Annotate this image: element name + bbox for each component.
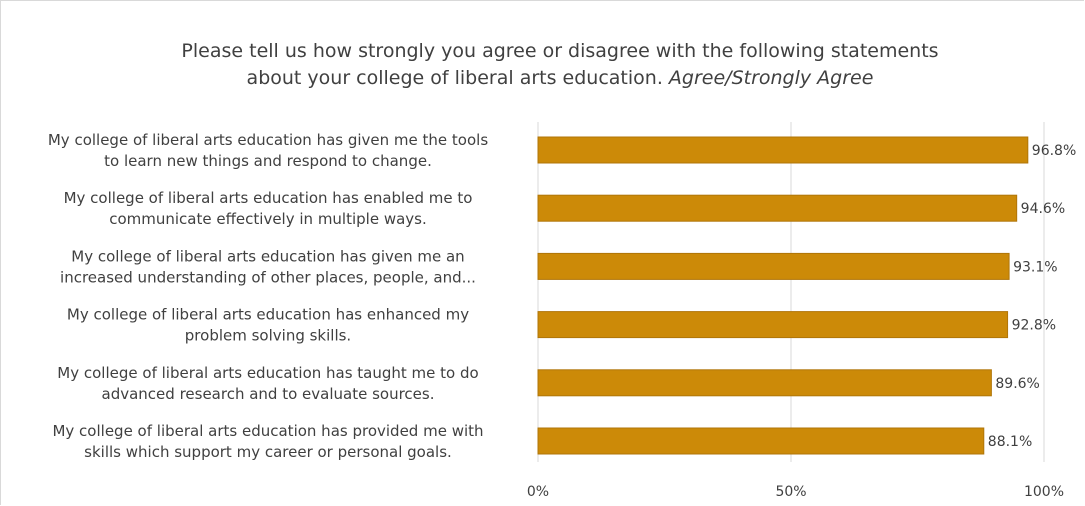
category-label-4-line-0: My college of liberal arts education has… bbox=[57, 364, 478, 382]
chart-title: Please tell us how strongly you agree or… bbox=[60, 38, 1060, 92]
category-label-2-line-0: My college of liberal arts education has… bbox=[71, 247, 464, 265]
bar-0 bbox=[537, 136, 1029, 164]
chart-title-line-1: Please tell us how strongly you agree or… bbox=[181, 40, 939, 62]
category-label-5-line-0: My college of liberal arts education has… bbox=[52, 422, 483, 440]
chart-title-italic: Agree/Strongly Agree bbox=[668, 67, 874, 89]
value-label-4: 89.6% bbox=[995, 376, 1039, 392]
bars bbox=[537, 136, 1029, 455]
value-labels: 96.8% 94.6% 93.1% 92.8% 89.6% 88.1% bbox=[988, 143, 1077, 450]
category-label-2-line-1: increased understanding of other places,… bbox=[60, 268, 476, 286]
category-label-4-line-1: advanced research and to evaluate source… bbox=[102, 385, 435, 403]
bar-4 bbox=[537, 369, 992, 397]
category-label-3-line-1: problem solving skills. bbox=[185, 327, 351, 345]
category-label-0-line-1: to learn new things and respond to chang… bbox=[104, 152, 432, 170]
bar-3 bbox=[537, 311, 1009, 339]
category-label-1-line-0: My college of liberal arts education has… bbox=[64, 189, 473, 207]
category-label-5-line-1: skills which support my career or person… bbox=[84, 443, 452, 461]
value-label-5: 88.1% bbox=[988, 434, 1032, 450]
category-label-3-line-0: My college of liberal arts education has… bbox=[67, 306, 469, 324]
category-labels: My college of liberal arts education has… bbox=[48, 131, 488, 461]
category-label-1-line-1: communicate effectively in multiple ways… bbox=[109, 210, 427, 228]
value-label-1: 94.6% bbox=[1021, 201, 1065, 217]
bar-2 bbox=[537, 252, 1010, 280]
x-tick-label-0: 0% bbox=[527, 484, 549, 500]
value-label-3: 92.8% bbox=[1012, 318, 1056, 334]
bar-1 bbox=[537, 194, 1018, 222]
chart-title-line-2-text: about your college of liberal arts educa… bbox=[246, 67, 663, 89]
category-label-0-line-0: My college of liberal arts education has… bbox=[48, 131, 488, 149]
value-label-0: 96.8% bbox=[1032, 143, 1076, 159]
bar-5 bbox=[537, 427, 985, 455]
chart-title-line-2: about your college of liberal arts educa… bbox=[60, 65, 1060, 92]
x-tick-label-1: 50% bbox=[775, 484, 806, 500]
x-tick-labels: 0% 50% 100% bbox=[527, 484, 1064, 500]
gridlines bbox=[537, 122, 1045, 462]
value-label-2: 93.1% bbox=[1013, 259, 1057, 275]
x-tick-label-2: 100% bbox=[1024, 484, 1064, 500]
